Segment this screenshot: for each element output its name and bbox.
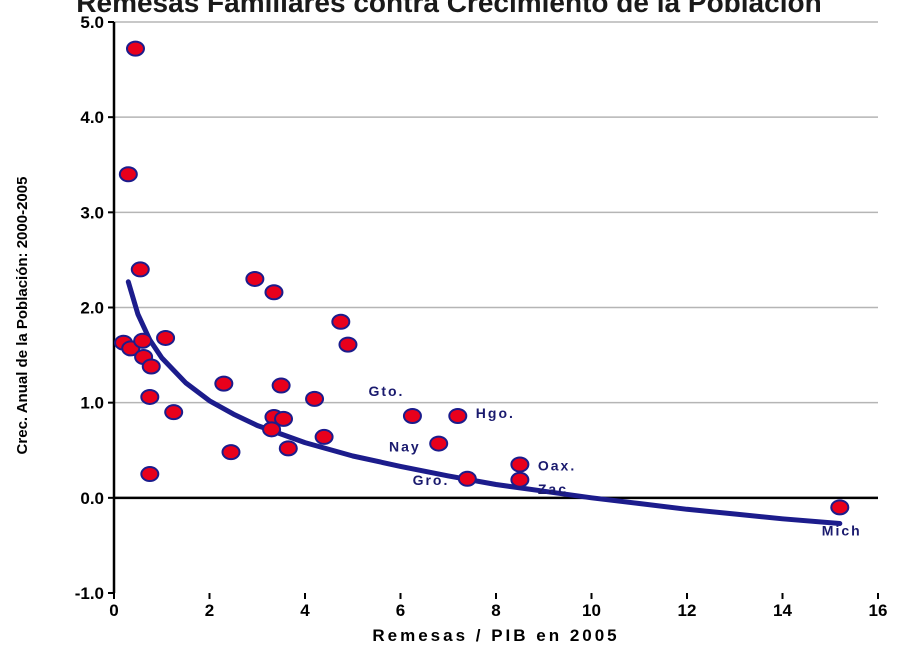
data-point — [448, 407, 468, 424]
data-point — [457, 470, 477, 487]
point-annotation: Mich — [822, 522, 862, 538]
x-tick-label: 2 — [205, 601, 214, 620]
data-point — [274, 410, 294, 427]
x-tick-label: 12 — [678, 601, 697, 620]
data-point — [130, 261, 150, 278]
point-annotation: Nay — [389, 439, 421, 455]
y-tick-label: 0.0 — [80, 489, 104, 508]
point-annotation: Hgo. — [476, 405, 515, 421]
y-tick-label: 3.0 — [80, 203, 104, 222]
data-point — [141, 358, 161, 375]
y-tick-label: 4.0 — [80, 108, 104, 127]
x-tick-label: 10 — [582, 601, 601, 620]
data-point — [214, 375, 234, 392]
x-axis-label: Remesas / PIB en 2005 — [372, 626, 619, 645]
data-point — [118, 166, 138, 183]
x-tick-label: 6 — [396, 601, 405, 620]
point-annotation: Gto. — [368, 383, 404, 399]
data-point — [510, 456, 530, 473]
data-point — [305, 390, 325, 407]
point-annotation: Zac — [538, 481, 568, 497]
chart-title: Remesas Familiares contra Crecimiento de… — [76, 0, 822, 18]
data-point — [164, 404, 184, 421]
data-point — [338, 336, 358, 353]
data-point — [221, 444, 241, 461]
data-point — [331, 313, 351, 330]
y-tick-label: 1.0 — [80, 394, 104, 413]
y-tick-label: 2.0 — [80, 299, 104, 318]
data-point — [402, 407, 422, 424]
data-point — [271, 377, 291, 394]
data-point — [156, 329, 176, 346]
x-tick-label: 4 — [300, 601, 310, 620]
data-point — [314, 428, 334, 445]
data-point — [140, 388, 160, 405]
data-point — [830, 499, 850, 516]
x-tick-label: 0 — [109, 601, 118, 620]
data-point — [429, 435, 449, 452]
data-point — [140, 466, 160, 483]
point-annotation: Oax. — [538, 458, 576, 474]
x-tick-label: 16 — [869, 601, 888, 620]
y-tick-label: -1.0 — [75, 584, 104, 603]
data-point — [262, 421, 282, 438]
y-tick-label: 5.0 — [80, 13, 104, 32]
data-point — [264, 284, 284, 301]
trend-line — [125, 279, 843, 526]
x-tick-label: 14 — [773, 601, 792, 620]
y-axis-label: Crec. Anual de la Población: 2000-2005 — [14, 177, 31, 455]
x-tick-label: 8 — [491, 601, 500, 620]
data-point — [125, 40, 145, 57]
point-annotation: Gro. — [413, 472, 450, 488]
data-point — [278, 440, 298, 457]
data-point — [510, 471, 530, 488]
data-point — [245, 270, 265, 287]
data-point — [133, 332, 153, 349]
